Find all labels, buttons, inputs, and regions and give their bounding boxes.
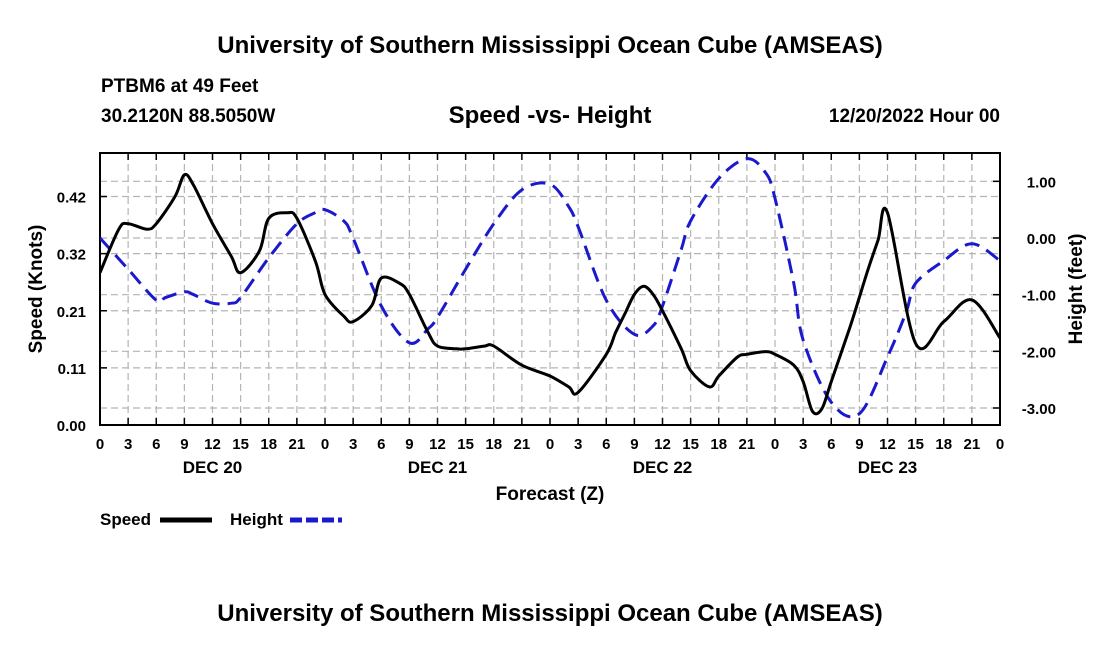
x-tick-label: 21 — [289, 436, 306, 453]
day-label: DEC 21 — [408, 458, 468, 477]
x-tick-label: 0 — [96, 436, 104, 453]
x-tick-label: 15 — [457, 436, 474, 453]
day-label: DEC 23 — [858, 458, 918, 477]
x-tick-label: 18 — [485, 436, 502, 453]
x-tick-label: 6 — [827, 436, 835, 453]
y2-tick-label: 1.00 — [1027, 174, 1056, 191]
station-location: 30.2120N 88.5050W — [101, 106, 276, 127]
y2-tick-label: -1.00 — [1022, 288, 1056, 305]
x-tick-label: 18 — [710, 436, 727, 453]
x-tick-label: 12 — [429, 436, 446, 453]
x-tick-label: 12 — [204, 436, 221, 453]
x-tick-label: 21 — [964, 436, 981, 453]
x-tick-label: 0 — [321, 436, 329, 453]
day-label: DEC 20 — [183, 458, 243, 477]
height-series-line — [100, 157, 1000, 419]
x-tick-label: 9 — [180, 436, 188, 453]
x-tick-label: 18 — [935, 436, 952, 453]
x-tick-label: 9 — [405, 436, 413, 453]
y-axis-title: Speed (Knots) — [26, 225, 47, 354]
axis-labels: 0 3 6 9 12 15 18 21 0 3 6 9 12 15 18 21 0 3 6 9 12 15 18 21 0 3 6 9… — [26, 174, 1087, 505]
x-tick-label: 0 — [996, 436, 1004, 453]
y2-tick-label: -3.00 — [1022, 401, 1056, 418]
legend-height-label: Height — [230, 510, 283, 529]
y2-tick-label: -2.00 — [1022, 344, 1056, 361]
chart-series — [100, 157, 1000, 419]
page-title: University of Southern Mississippi Ocean… — [217, 32, 883, 59]
x-tick-label: 3 — [349, 436, 357, 453]
x-tick-label: 15 — [682, 436, 699, 453]
x-tick-label: 3 — [799, 436, 807, 453]
station-name: PTBM6 at 49 Feet — [101, 76, 259, 97]
chart-legend: Speed Height — [100, 510, 342, 529]
legend-speed-label: Speed — [100, 510, 151, 529]
y-tick-label: 0.11 — [58, 361, 86, 378]
chart-gridlines — [100, 153, 1000, 425]
speed-series-line — [100, 172, 1000, 416]
x-tick-label: 21 — [514, 436, 531, 453]
y-tick-label: 0.00 — [57, 418, 86, 435]
x-tick-label: 15 — [232, 436, 249, 453]
y-tick-label: 0.32 — [57, 247, 86, 264]
chart-subtitle: Speed -vs- Height — [448, 102, 652, 129]
x-tick-label: 0 — [546, 436, 554, 453]
x-tick-label: 12 — [879, 436, 896, 453]
x-tick-label: 6 — [602, 436, 610, 453]
x-tick-label: 6 — [377, 436, 385, 453]
footer-title: University of Southern Mississippi Ocean… — [217, 600, 883, 627]
x-tick-label: 12 — [654, 436, 671, 453]
x-tick-label: 21 — [739, 436, 756, 453]
x-tick-label: 15 — [907, 436, 924, 453]
x-tick-label: 9 — [855, 436, 863, 453]
x-tick-label: 18 — [260, 436, 277, 453]
x-axis-title: Forecast (Z) — [496, 484, 605, 505]
axis-ticks — [99, 153, 1001, 426]
y2-tick-label: 0.00 — [1027, 231, 1056, 248]
x-tick-label: 3 — [124, 436, 132, 453]
y-tick-label: 0.42 — [57, 190, 86, 207]
x-tick-label: 6 — [152, 436, 160, 453]
x-tick-label: 9 — [630, 436, 638, 453]
day-label: DEC 22 — [633, 458, 693, 477]
y-tick-label: 0.21 — [57, 304, 86, 321]
x-tick-label: 0 — [771, 436, 779, 453]
x-tick-label: 3 — [574, 436, 582, 453]
y2-axis-title: Height (feet) — [1066, 234, 1087, 345]
forecast-date: 12/20/2022 Hour 00 — [828, 106, 1000, 127]
